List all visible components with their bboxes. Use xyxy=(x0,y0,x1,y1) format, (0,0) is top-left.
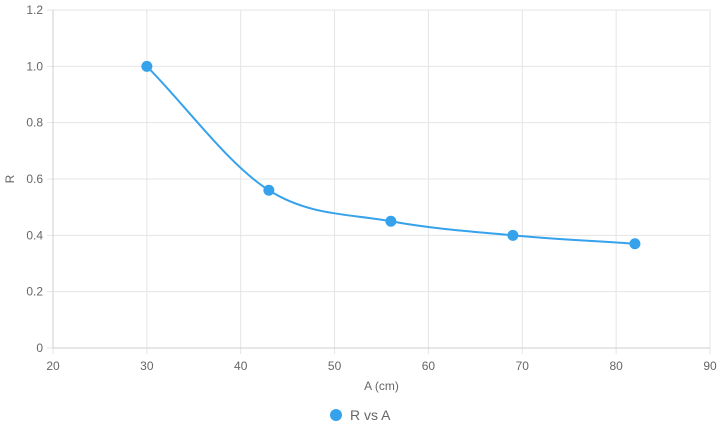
data-point xyxy=(385,215,397,227)
y-tick-label: 0.8 xyxy=(26,116,43,130)
x-tick-label: 70 xyxy=(516,359,530,373)
x-tick-label: 90 xyxy=(703,359,717,373)
x-tick-label: 60 xyxy=(422,359,436,373)
legend-marker xyxy=(330,409,342,421)
legend-label: R vs A xyxy=(350,407,391,423)
x-axis-title: A (cm) xyxy=(364,379,399,393)
data-point xyxy=(141,60,153,72)
data-point xyxy=(629,238,641,250)
data-point xyxy=(507,229,519,241)
x-tick-label: 80 xyxy=(609,359,623,373)
y-axis-title: R xyxy=(3,174,17,183)
x-tick-label: 40 xyxy=(234,359,248,373)
y-tick-label: 0.6 xyxy=(26,172,43,186)
y-tick-label: 0.4 xyxy=(26,228,43,242)
x-tick-label: 30 xyxy=(140,359,154,373)
data-point xyxy=(263,184,275,196)
grid xyxy=(47,9,711,354)
y-tick-label: 1.0 xyxy=(26,59,43,73)
x-tick-label: 50 xyxy=(328,359,342,373)
axes: 0 0.2 0.4 0.6 0.8 1.0 1.2 20 30 40 50 60 70 80 90 xyxy=(26,3,717,373)
y-tick-label: 1.2 xyxy=(26,3,43,17)
y-tick-label: 0 xyxy=(36,341,43,355)
x-tick-label: 20 xyxy=(46,359,60,373)
series xyxy=(141,60,641,250)
y-tick-label: 0.2 xyxy=(26,285,43,299)
legend[interactable]: R vs A xyxy=(330,407,391,423)
